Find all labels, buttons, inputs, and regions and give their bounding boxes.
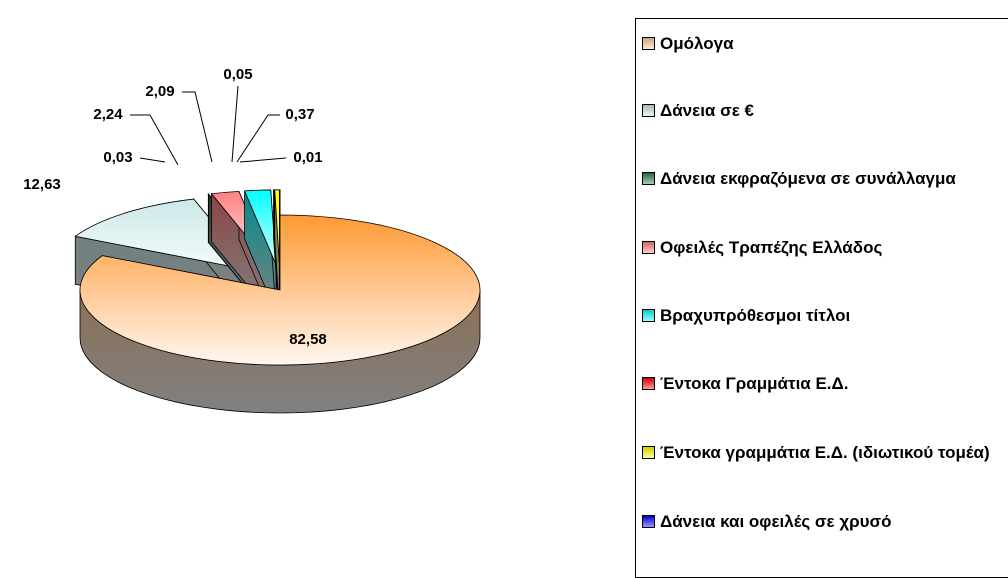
data-label: 0,01 [293,149,322,166]
legend-swatch [642,104,655,117]
legend-swatch [642,309,655,322]
leader-line [130,115,178,165]
legend-item: Βραχυπρόθεσμοι τίτλοι [642,301,997,330]
data-label: 0,05 [223,66,252,83]
data-label: 2,09 [145,83,174,100]
leader-line [140,158,165,162]
legend-swatch [642,515,655,528]
legend-label: Βραχυπρόθεσμοι τίτλοι [660,301,850,330]
chart: 82,58 12,63 0,03 2,24 2,09 0,05 0,37 0,01 [0,0,630,561]
legend-item: Ομόλογα [642,29,997,58]
legend-label: Έντοκα γραμμάτια Ε.Δ. (ιδιωτικού τομέα) [660,438,990,467]
data-label: 0,37 [285,106,314,123]
legend-label: Δάνεια εκφραζόμενα σε συνάλλαγμα [660,164,956,193]
data-label: 12,63 [23,176,61,193]
legend-label: Ομόλογα [660,29,734,58]
legend: Ομόλογα Δάνεια σε € Δάνεια εκφραζόμενα σε … [635,18,1008,578]
legend-swatch [642,172,655,185]
legend-label: Έντοκα Γραμμάτια Ε.Δ. [660,369,848,398]
legend-label: Οφειλές Τραπέζης Ελλάδος [660,233,882,262]
legend-item: Δάνεια σε € [642,96,997,125]
data-label: 0,03 [103,149,132,166]
leader-line [182,92,212,162]
legend-label: Δάνεια σε € [660,96,754,125]
legend-item: Δάνεια και οφειλές σε χρυσό [642,507,997,536]
legend-item: Οφειλές Τραπέζης Ελλάδος [642,233,997,262]
data-label: 2,24 [93,106,123,123]
legend-swatch [642,446,655,459]
legend-label: Δάνεια και οφειλές σε χρυσό [660,507,892,536]
legend-swatch [642,241,655,254]
data-label: 82,58 [289,331,327,348]
leader-line [232,86,238,162]
legend-item: Δάνεια εκφραζόμενα σε συνάλλαγμα [642,164,997,193]
leader-line [237,115,280,162]
legend-swatch [642,37,655,50]
legend-item: Έντοκα Γραμμάτια Ε.Δ. [642,369,997,398]
legend-item: Έντοκα γραμμάτια Ε.Δ. (ιδιωτικού τομέα) [642,438,997,467]
leader-line [240,158,286,162]
legend-swatch [642,377,655,390]
page: 82,58 12,63 0,03 2,24 2,09 0,05 0,37 0,01 Ομόλο… [0,0,1008,561]
